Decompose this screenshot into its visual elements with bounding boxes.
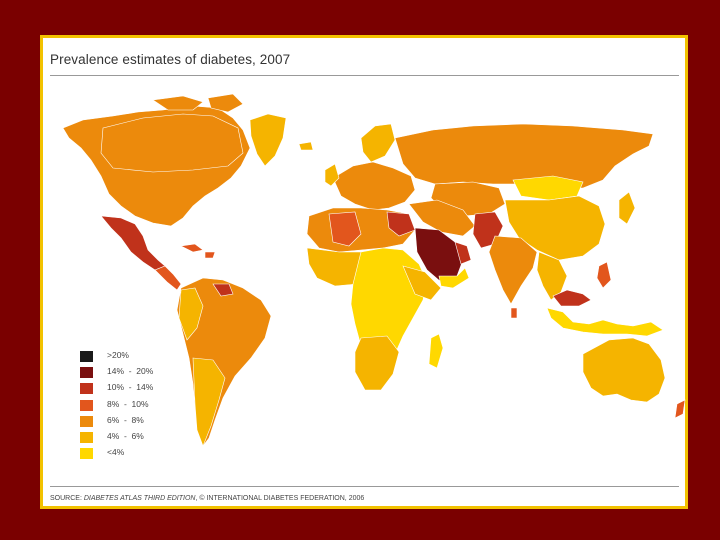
mexico [100,215,166,271]
arctic-islands [152,93,244,113]
turkey-iran [408,199,476,237]
southern-africa [354,335,400,391]
legend-label: 4% - 6% [107,430,144,441]
egypt [386,211,416,237]
japan [618,191,636,225]
legend-label: 10% - 14% [107,382,154,393]
source-note: SOURCE: DIABETES ATLAS THIRD EDITION, © … [50,495,364,502]
legend-label: 8% - 10% [107,398,149,409]
greenland [249,113,287,167]
legend-item: <4% [80,447,190,463]
source-divider [50,486,679,487]
legend-label: 14% - 20% [107,366,154,377]
title-divider [50,75,679,76]
southern-cone [192,357,226,447]
legend-item: 14% - 20% [80,366,190,382]
legend-item: 6% - 8% [80,415,190,431]
new-zealand [674,399,686,419]
figure-frame: Prevalence estimates of diabetes, 2007 [40,35,688,509]
legend-label: >20% [107,350,129,360]
india [488,235,538,305]
british-isles [324,163,340,187]
legend-swatch [80,431,93,443]
caribbean [180,243,216,259]
legend-swatch [80,351,93,362]
mongolia [512,175,584,201]
figure-title: Prevalence estimates of diabetes, 2007 [50,52,291,67]
canada [100,113,244,173]
australia [582,337,666,403]
legend: >20% 14% - 20% 10% - 14% 8% - 10% 6% - 8… [80,350,190,463]
indonesia [546,307,664,337]
madagascar [428,333,444,369]
andes-west [178,287,204,341]
china [504,195,606,261]
legend-swatch [80,399,93,411]
yemen-oman [438,267,470,289]
horn-of-africa [402,265,442,301]
algeria-libya [328,211,362,247]
gulf-states [454,241,472,265]
legend-item: 8% - 10% [80,399,190,415]
russia [394,123,654,189]
legend-swatch [80,367,93,379]
scandinavia [360,123,396,163]
guianas [212,283,234,297]
legend-item: 10% - 14% [80,382,190,398]
legend-label: <4% [107,447,125,458]
source-prefix: SOURCE: [50,495,84,502]
europe [332,161,416,211]
sri-lanka [510,307,518,319]
legend-item: >20% [80,350,190,366]
legend-swatch [80,415,93,427]
malaysia [552,289,592,307]
legend-swatch [80,383,93,395]
legend-item: 4% - 6% [80,431,190,447]
source-suffix: , © INTERNATIONAL DIABETES FEDERATION, 2… [195,495,365,502]
central-america [154,265,182,291]
iceland [298,141,314,151]
legend-label: 6% - 8% [107,414,144,425]
source-title: DIABETES ATLAS THIRD EDITION [83,495,196,502]
legend-swatch [80,448,93,460]
world-map [62,93,686,447]
philippines [596,261,612,289]
